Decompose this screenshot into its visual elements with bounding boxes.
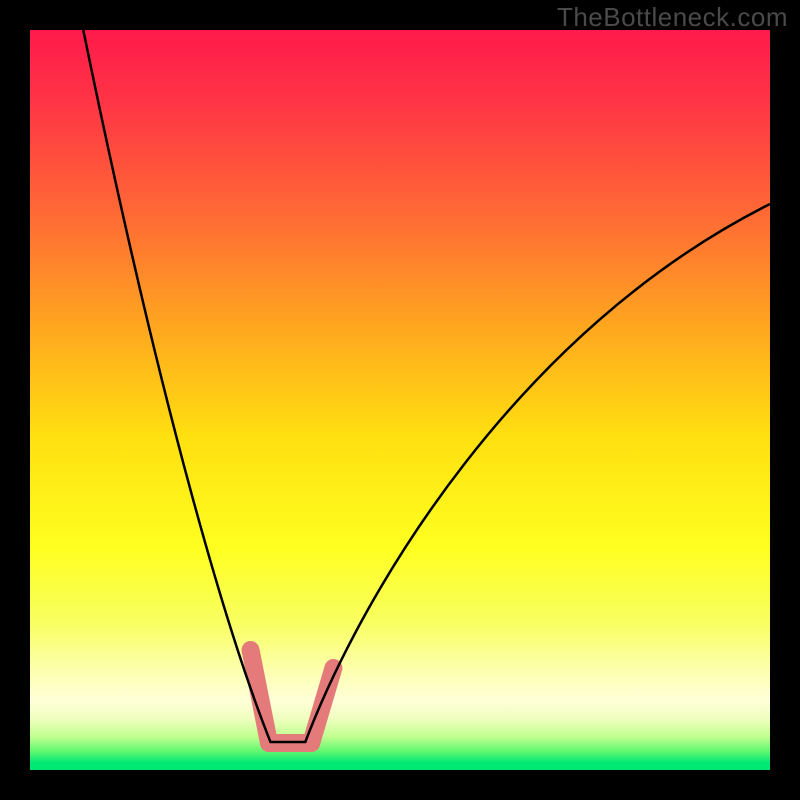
bottleneck-chart xyxy=(0,0,800,800)
plot-background xyxy=(30,30,770,770)
watermark-text: TheBottleneck.com xyxy=(557,2,788,33)
chart-frame: TheBottleneck.com xyxy=(0,0,800,800)
